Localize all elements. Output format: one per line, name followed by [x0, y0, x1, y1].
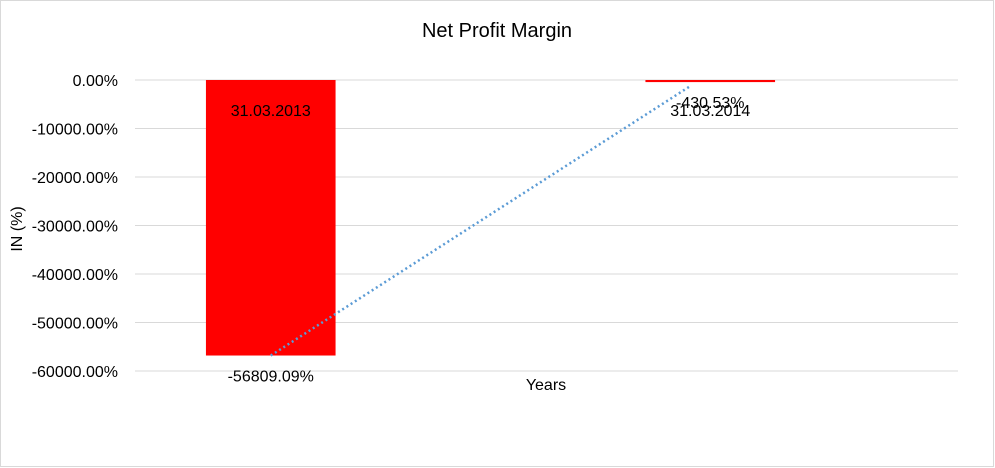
- y-tick-label: -40000.00%: [32, 267, 118, 284]
- category-label: 31.03.2013: [231, 103, 311, 120]
- chart-title: Net Profit Margin: [422, 20, 572, 42]
- bars: [205, 80, 776, 356]
- y-tick-label: -60000.00%: [32, 364, 118, 381]
- y-tick-label: -50000.00%: [32, 316, 118, 333]
- trendline: [270, 85, 691, 357]
- data-label: -430.53%: [676, 95, 745, 112]
- bar-31.03.2014: [645, 80, 776, 83]
- labels: 31.03.2013 -56809.09% 31.03.2014-430.53%: [228, 95, 751, 385]
- y-tick-label: 0.00%: [73, 73, 118, 90]
- trendline-layer: [270, 85, 691, 357]
- y-axis-title: IN (%): [9, 206, 26, 251]
- y-tick-label: -10000.00%: [32, 122, 118, 139]
- x-axis-title: Years: [526, 377, 566, 394]
- data-label: -56809.09%: [228, 369, 314, 386]
- y-tick-label: -30000.00%: [32, 219, 118, 236]
- y-axis-tick-labels: 0.00% -10000.00% -20000.00% -30000.00% -4000…: [32, 73, 118, 381]
- bar-31.03.2013: [205, 80, 336, 356]
- y-tick-label: -20000.00%: [32, 170, 118, 187]
- category-label: 31.03.2014: [670, 103, 750, 120]
